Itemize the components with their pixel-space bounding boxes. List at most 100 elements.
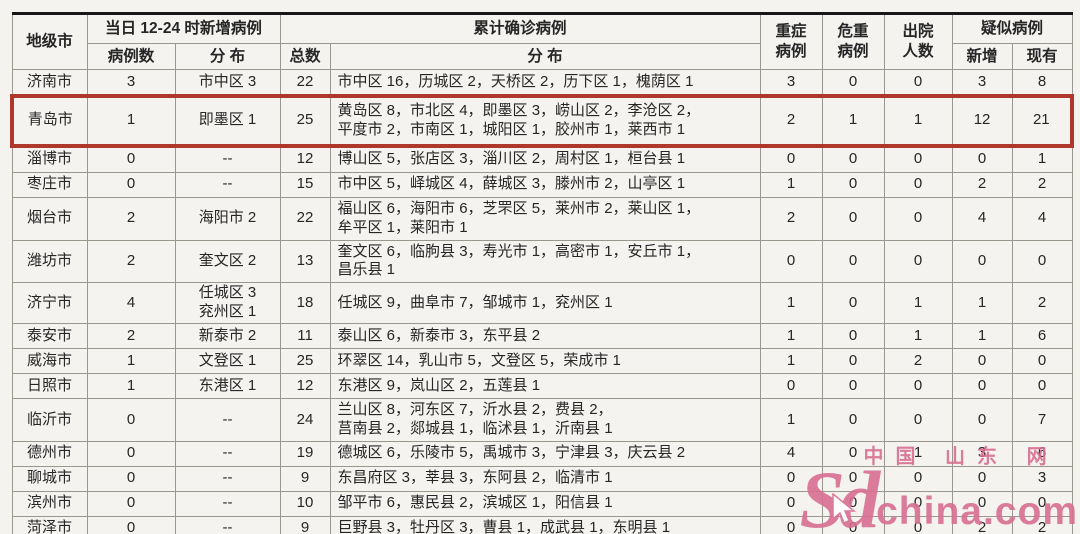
cell-city: 泰安市	[11, 323, 88, 350]
cell-cumulative-dist: 德城区 6，乐陵市 5，禹城市 3，宁津县 3，庆云县 2	[329, 440, 761, 467]
cell-daily-count: 0	[86, 145, 176, 173]
cell-severe: 1	[759, 348, 823, 375]
city-row: 泰安市 2 新泰市 2 11 泰山区 6，新泰市 3，东平县 2 1 0 1 1…	[11, 323, 1073, 350]
cell-daily-count: 3	[86, 69, 176, 97]
cell-discharged: 1	[883, 323, 953, 350]
cell-discharged: 2	[883, 348, 953, 375]
cell-city: 淄博市	[11, 145, 88, 173]
city-row: 德州市 0 -- 19 德城区 6，乐陵市 5，禹城市 3，宁津县 3，庆云县 …	[11, 440, 1073, 467]
col-header-daily-dist: 分 布	[174, 43, 281, 70]
cell-severe: 1	[759, 323, 823, 350]
cell-daily-dist: 市中区 3	[174, 69, 281, 97]
cell-total: 25	[279, 94, 331, 148]
cell-critical: 0	[821, 69, 885, 97]
cell-daily-dist: --	[174, 465, 281, 492]
cell-discharged: 1	[883, 94, 953, 148]
cell-total: 9	[279, 515, 331, 534]
cell-critical: 0	[821, 171, 885, 198]
cell-city: 烟台市	[11, 196, 88, 241]
cell-daily-count: 2	[86, 239, 176, 284]
cell-discharged: 0	[883, 373, 953, 400]
city-row: 滨州市 0 -- 10 邹平市 6，惠民县 2，滨城区 1，阳信县 1 0 0 …	[11, 490, 1073, 517]
cell-suspected-existing: 2	[1011, 515, 1073, 534]
col-header-total: 总数	[279, 43, 331, 70]
cell-city: 潍坊市	[11, 239, 88, 284]
cell-total: 25	[279, 348, 331, 375]
cell-daily-dist: --	[174, 440, 281, 467]
cell-daily-count: 1	[86, 348, 176, 375]
cell-city: 青岛市	[10, 94, 88, 148]
col-group-cumulative: 累计确诊病例	[279, 13, 761, 44]
cell-suspected-existing: 0	[1011, 239, 1073, 284]
cell-severe: 2	[759, 196, 823, 241]
table-body: 济南市 3 市中区 3 22 市中区 16，历城区 2，天桥区 2，历下区 1，…	[10, 69, 1075, 534]
cell-severe: 4	[759, 440, 823, 467]
cell-suspected-existing: 0	[1011, 373, 1073, 400]
epidemic-table: 地级市 当日 12-24 时新增病例 累计确诊病例 重症 病例 危重 病例 出院…	[10, 12, 1075, 534]
cell-suspected-new: 3	[951, 440, 1013, 467]
cell-discharged: 0	[883, 515, 953, 534]
cell-daily-count: 4	[86, 282, 176, 325]
cell-daily-count: 1	[86, 373, 176, 400]
cell-suspected-new: 0	[951, 398, 1013, 442]
cell-total: 12	[279, 373, 331, 400]
cell-critical: 0	[821, 398, 885, 442]
col-header-city: 地级市	[11, 13, 88, 70]
cell-city: 菏泽市	[11, 515, 88, 534]
cell-daily-dist: 文登区 1	[174, 348, 281, 375]
cell-suspected-existing: 2	[1011, 282, 1073, 325]
cell-discharged: 0	[883, 145, 953, 173]
cell-suspected-new: 4	[951, 196, 1013, 241]
col-header-discharged: 出院 人数	[883, 13, 953, 70]
city-row: 聊城市 0 -- 9 东昌府区 3，莘县 3，东阿县 2，临清市 1 0 0 0…	[11, 465, 1073, 492]
cell-daily-dist: 东港区 1	[174, 373, 281, 400]
city-row: 临沂市 0 -- 24 兰山区 8，河东区 7，沂水县 2，费县 2， 莒南县 …	[11, 398, 1073, 442]
cell-critical: 1	[821, 94, 885, 148]
col-group-daily-new: 当日 12-24 时新增病例	[86, 13, 281, 44]
cell-daily-count: 0	[86, 398, 176, 442]
cell-suspected-new: 12	[951, 94, 1013, 148]
cell-severe: 0	[759, 373, 823, 400]
cell-severe: 1	[759, 171, 823, 198]
cell-severe: 3	[759, 69, 823, 97]
cell-city: 济南市	[11, 69, 88, 97]
cell-daily-dist: --	[174, 398, 281, 442]
cell-discharged: 0	[883, 196, 953, 241]
cell-severe: 1	[759, 282, 823, 325]
col-header-suspected-existing: 现有	[1011, 43, 1073, 70]
cell-cumulative-dist: 东昌府区 3，莘县 3，东阿县 2，临清市 1	[329, 465, 761, 492]
city-row: 济宁市 4 任城区 3 兖州区 1 18 任城区 9，曲阜市 7，邹城市 1，兖…	[11, 282, 1073, 325]
city-row: 威海市 1 文登区 1 25 环翠区 14，乳山市 5，文登区 5，荣成市 1 …	[11, 348, 1073, 375]
col-group-suspected: 疑似病例	[951, 13, 1073, 44]
cell-daily-count: 1	[86, 94, 176, 148]
cell-daily-count: 0	[86, 490, 176, 517]
cell-suspected-existing: 2	[1011, 171, 1073, 198]
cell-critical: 0	[821, 490, 885, 517]
cell-severe: 0	[759, 515, 823, 534]
cell-suspected-new: 0	[951, 348, 1013, 375]
cell-discharged: 0	[883, 171, 953, 198]
cell-total: 22	[279, 69, 331, 97]
cell-discharged: 0	[883, 465, 953, 492]
cell-cumulative-dist: 市中区 16，历城区 2，天桥区 2，历下区 1，槐荫区 1	[329, 69, 761, 97]
cell-suspected-existing: 3	[1011, 465, 1073, 492]
cell-critical: 0	[821, 145, 885, 173]
cell-suspected-new: 0	[951, 239, 1013, 284]
cell-total: 9	[279, 465, 331, 492]
cell-city: 威海市	[11, 348, 88, 375]
city-row: 济南市 3 市中区 3 22 市中区 16，历城区 2，天桥区 2，历下区 1，…	[11, 69, 1073, 97]
cell-suspected-new: 2	[951, 515, 1013, 534]
cell-total: 19	[279, 440, 331, 467]
cell-severe: 0	[759, 465, 823, 492]
cell-suspected-new: 1	[951, 323, 1013, 350]
cell-suspected-existing: 0	[1011, 490, 1073, 517]
cell-daily-count: 0	[86, 171, 176, 198]
cell-daily-dist: 新泰市 2	[174, 323, 281, 350]
cell-total: 15	[279, 171, 331, 198]
cell-severe: 0	[759, 145, 823, 173]
cell-severe: 0	[759, 239, 823, 284]
cell-city: 济宁市	[11, 282, 88, 325]
cell-critical: 0	[821, 196, 885, 241]
cell-cumulative-dist: 巨野县 3，牡丹区 3，曹县 1，成武县 1，东明县 1	[329, 515, 761, 534]
city-row: 青岛市 1 即墨区 1 25 黄岛区 8，市北区 4，即墨区 3，崂山区 2，李…	[10, 94, 1075, 148]
